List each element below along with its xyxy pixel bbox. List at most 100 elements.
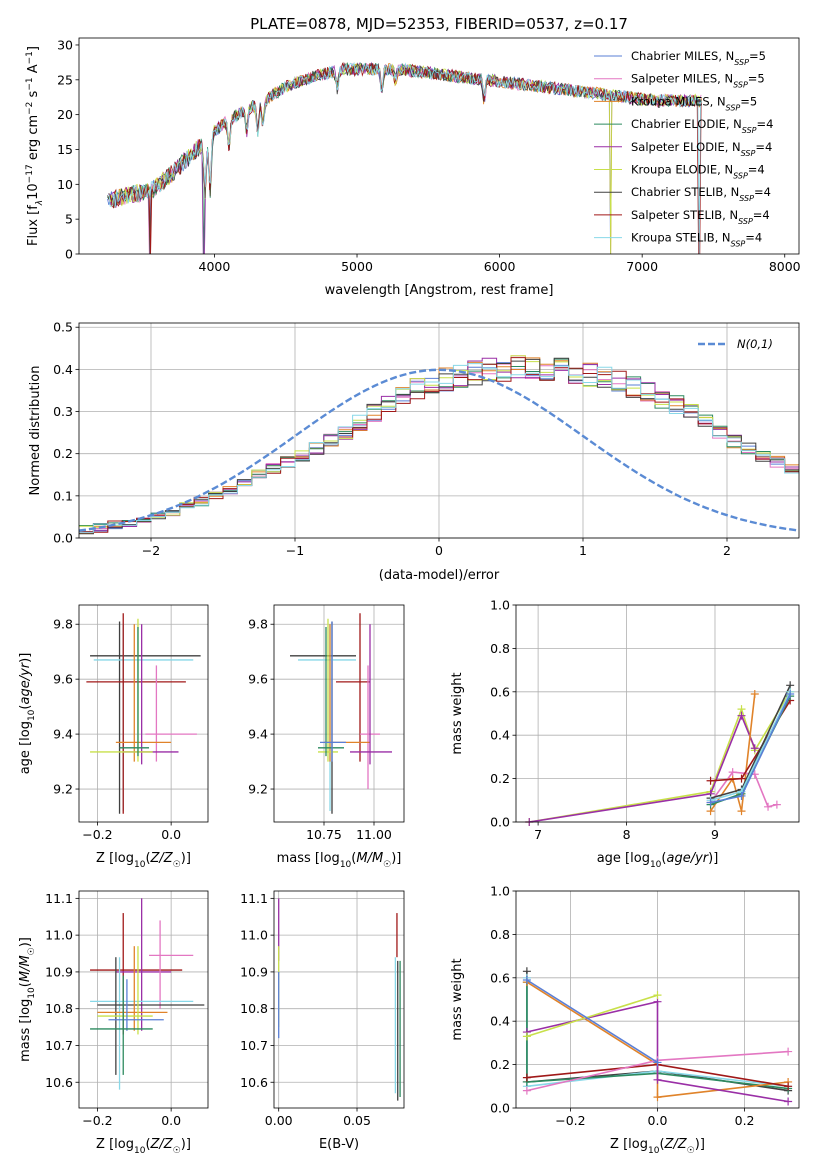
residuals-histogram	[79, 363, 799, 533]
mass-vs-EBV-ytick-label: 11.0	[240, 928, 268, 943]
spectrum-ytick-label: 15	[57, 142, 73, 157]
mass-weight-vs-age-xtick-label: 8	[623, 827, 631, 842]
legend-entry-label: Chabrier ELODIE, NSSP=4	[631, 117, 773, 135]
residuals-xtick-label: −2	[142, 543, 160, 558]
spectrum-ylabel: Flux [fλ10−17 erg cm−2 s−1 A−1]	[25, 46, 45, 246]
residuals-ylabel: Normed distribution	[28, 366, 43, 496]
mass-vs-EBV-ytick-label: 10.9	[240, 964, 268, 979]
mass-vs-EBV-frame	[273, 890, 405, 1109]
mass-vs-Z-ytick-label: 11.1	[45, 891, 73, 906]
legend-entry-label: Kroupa ELODIE, NSSP=4	[631, 163, 765, 181]
mass-weight-vs-Z-point-marker	[653, 1058, 662, 1067]
legend-entry-label: Chabrier STELIB, NSSP=4	[631, 185, 771, 203]
mass-weight-vs-age-point-marker	[750, 689, 759, 698]
age-vs-mass-xlabel: mass [log10(M/M☉)]	[277, 851, 402, 870]
mass-weight-vs-age-point-marker	[737, 711, 746, 720]
legend-entry-label: Kroupa MILES, NSSP=5	[631, 94, 757, 112]
mass-weight-vs-Z-point-marker	[653, 991, 662, 1000]
mass-weight-vs-age-point-marker	[750, 744, 759, 753]
residuals-xtick-label: 0	[435, 543, 443, 558]
mass-weight-vs-age-series-line	[710, 684, 791, 799]
residuals-ytick-label: 0.3	[53, 404, 73, 419]
spectrum-ytick-label: 20	[57, 107, 73, 122]
residuals-histogram	[79, 357, 799, 533]
mass-weight-vs-age-point-marker	[737, 807, 746, 816]
age-vs-mass-frame	[273, 604, 405, 823]
mass-weight-vs-age-point-marker	[737, 774, 746, 783]
age-vs-mass-xtick-label: 10.75	[306, 827, 342, 842]
mass-vs-EBV-ytick-label: 10.8	[240, 1001, 268, 1016]
mass-weight-vs-age-point-marker	[772, 800, 781, 809]
normal-legend-label: N(0,1)	[737, 337, 773, 351]
mass-weight-vs-Z-point-marker	[653, 1075, 662, 1084]
mass-weight-vs-Z-ytick-label: 0.8	[490, 927, 510, 942]
spectrum-xtick-label: 7000	[626, 259, 658, 274]
mass-weight-vs-age-xtick-label: 7	[534, 827, 542, 842]
mass-vs-EBV-xtick-label: 0.00	[265, 1113, 293, 1128]
mass-weight-vs-age-ytick-label: 0.4	[490, 728, 510, 743]
spectrum-ytick-label: 30	[57, 37, 73, 52]
residuals-ytick-label: 0.4	[53, 362, 73, 377]
mass-weight-vs-Z-panel: −0.2 0.0 0.2 0.0 0.2 0.4 0.6 0.8 1.0 Z [log10(Z/Z…	[450, 884, 800, 1156]
mass-weight-vs-Z-ylabel: mass weight	[450, 958, 465, 1040]
mass-weight-vs-age-ylabel: mass weight	[450, 672, 465, 754]
residuals-xlabel: (data-model)/error	[379, 568, 500, 583]
mass-weight-vs-age-series-line	[529, 713, 756, 822]
spectrum-ytick-label: 5	[65, 212, 73, 227]
mass-vs-Z-panel: −0.2 0.0 10.6 10.7 10.8 10.9 11.0 11.1 Z [log10(…	[18, 890, 209, 1156]
mass-weight-vs-Z-series-line	[526, 1000, 789, 1103]
mass-vs-Z-ytick-label: 10.9	[45, 964, 73, 979]
residuals-xtick-label: 1	[579, 543, 587, 558]
mass-weight-vs-Z-xlabel: Z [log10(Z/Z☉)]	[610, 1137, 705, 1156]
age-vs-Z-frame	[78, 604, 209, 823]
mass-vs-Z-ytick-label: 10.6	[45, 1075, 73, 1090]
mass-weight-vs-Z-xtick-label: 0.0	[648, 1113, 668, 1128]
mass-weight-vs-Z-series-line	[526, 994, 658, 1038]
mass-weight-vs-age-frame	[515, 604, 800, 823]
mass-weight-vs-age-ytick-label: 1.0	[490, 598, 510, 613]
mass-vs-Z-xtick-label: 0.0	[161, 1113, 181, 1128]
age-vs-mass-panel: 10.75 11.00 9.2 9.4 9.6 9.8 mass [log10(M/M☉)]	[248, 604, 405, 870]
residuals-ytick-label: 0.2	[53, 446, 73, 461]
mass-weight-vs-Z-point-marker	[784, 1047, 793, 1056]
legend-entry-label: Salpeter ELODIE, NSSP=4	[631, 140, 772, 158]
age-vs-Z-ylabel: age [log10(age/yr)]	[18, 653, 37, 775]
mass-vs-EBV-xlabel: E(B-V)	[319, 1137, 359, 1152]
age-vs-Z-ytick-label: 9.6	[53, 672, 73, 687]
mass-weight-vs-age-panel: 7 8 9 0.0 0.2 0.4 0.6 0.8 1.0 age [log10(age/yr)]…	[450, 598, 800, 870]
age-vs-mass-ytick-label: 9.2	[248, 782, 268, 797]
mass-vs-EBV-panel: 0.00 0.05 10.6 10.7 10.8 10.9 11.0 11.1 E(B-V)	[240, 890, 405, 1152]
mass-vs-Z-xlabel: Z [log10(Z/Z☉)]	[96, 1137, 191, 1156]
spectrum-xtick-label: 6000	[484, 259, 516, 274]
mass-weight-vs-Z-ytick-label: 0.4	[490, 1014, 510, 1029]
mass-weight-vs-age-point-marker	[706, 776, 715, 785]
residuals-frame	[78, 322, 800, 539]
mass-weight-vs-Z-point-marker	[522, 975, 531, 984]
spectrum-panel: 4000 5000 6000 7000 8000 0 5 10 15 20 25 30 Chabrier…	[25, 37, 801, 298]
mass-weight-vs-age-ytick-label: 0.2	[490, 771, 510, 786]
mass-weight-vs-age-point-marker	[786, 689, 795, 698]
age-vs-Z-ytick-label: 9.8	[53, 617, 73, 632]
age-vs-mass-ytick-label: 9.6	[248, 672, 268, 687]
age-vs-Z-ytick-label: 9.4	[53, 727, 73, 742]
mass-weight-vs-Z-point-marker	[784, 1097, 793, 1106]
mass-weight-vs-Z-ytick-label: 1.0	[490, 884, 510, 899]
mass-weight-vs-Z-ytick-label: 0.2	[490, 1057, 510, 1072]
legend-entry-label: Chabrier MILES, NSSP=5	[631, 49, 766, 67]
mass-vs-Z-ytick-label: 11.0	[45, 928, 73, 943]
age-vs-mass-ytick-label: 9.4	[248, 727, 268, 742]
spectrum-legend: Chabrier MILES, NSSP=5 Salpeter MILES, NS…	[594, 49, 773, 248]
spectrum-ytick-label: 10	[57, 177, 73, 192]
mass-weight-vs-age-point-marker	[737, 791, 746, 800]
age-vs-Z-panel: −0.2 0.0 9.2 9.4 9.6 9.8 Z [log10(Z/Z☉)] age [l…	[18, 604, 209, 870]
mass-weight-vs-Z-point-marker	[522, 1032, 531, 1041]
age-vs-Z-ytick-label: 9.2	[53, 782, 73, 797]
mass-weight-vs-Z-point-marker	[522, 1073, 531, 1082]
residuals-ytick-label: 0.5	[53, 320, 73, 335]
mass-weight-vs-Z-series-line	[526, 979, 658, 1064]
spectrum-xtick-label: 8000	[769, 259, 801, 274]
mass-vs-EBV-ytick-label: 10.6	[240, 1075, 268, 1090]
mass-weight-vs-age-point-marker	[706, 798, 715, 807]
mass-weight-vs-age-ytick-label: 0.8	[490, 641, 510, 656]
